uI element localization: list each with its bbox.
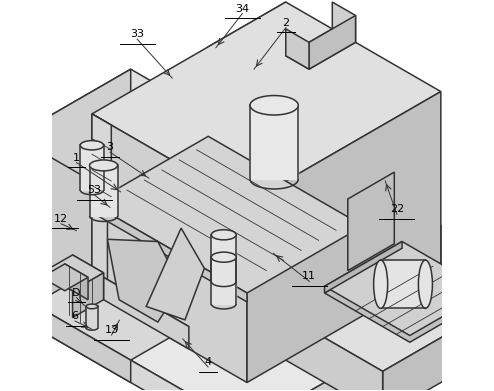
Polygon shape — [309, 16, 356, 69]
Polygon shape — [92, 114, 111, 215]
Ellipse shape — [89, 160, 118, 171]
Text: 4: 4 — [205, 357, 211, 367]
Ellipse shape — [211, 252, 236, 262]
Polygon shape — [211, 257, 236, 304]
Polygon shape — [73, 273, 104, 317]
Text: 53: 53 — [87, 185, 101, 195]
Polygon shape — [286, 316, 383, 391]
Polygon shape — [92, 2, 441, 203]
Polygon shape — [86, 307, 98, 328]
Polygon shape — [381, 260, 425, 308]
Polygon shape — [441, 226, 494, 326]
Text: 12: 12 — [54, 214, 68, 224]
Polygon shape — [211, 235, 236, 282]
Polygon shape — [92, 114, 247, 382]
Polygon shape — [14, 136, 92, 293]
Text: 6: 6 — [72, 311, 79, 321]
Polygon shape — [247, 91, 441, 382]
Text: 33: 33 — [130, 29, 144, 39]
Polygon shape — [92, 114, 107, 302]
Polygon shape — [286, 29, 356, 69]
Polygon shape — [325, 242, 402, 293]
Ellipse shape — [418, 260, 432, 308]
Polygon shape — [73, 259, 189, 349]
Polygon shape — [208, 47, 363, 316]
Ellipse shape — [211, 230, 236, 240]
Polygon shape — [92, 136, 363, 293]
Ellipse shape — [373, 260, 388, 308]
Text: 1: 1 — [73, 152, 80, 163]
Polygon shape — [89, 165, 118, 216]
Text: D: D — [72, 288, 81, 298]
Polygon shape — [107, 239, 181, 322]
Polygon shape — [250, 105, 298, 179]
Polygon shape — [14, 259, 189, 360]
Polygon shape — [286, 29, 309, 69]
Polygon shape — [14, 69, 208, 181]
Text: 2: 2 — [283, 18, 289, 27]
Polygon shape — [92, 203, 247, 302]
Polygon shape — [247, 293, 480, 391]
Polygon shape — [14, 69, 131, 248]
Polygon shape — [0, 136, 480, 391]
Polygon shape — [146, 228, 205, 320]
Polygon shape — [325, 242, 488, 335]
Ellipse shape — [86, 304, 98, 309]
Text: 34: 34 — [235, 4, 249, 14]
Polygon shape — [348, 172, 394, 271]
Polygon shape — [383, 282, 494, 391]
Ellipse shape — [250, 95, 298, 115]
Polygon shape — [0, 271, 247, 391]
Polygon shape — [73, 255, 104, 300]
Polygon shape — [41, 264, 88, 291]
Ellipse shape — [80, 141, 104, 150]
Polygon shape — [14, 293, 131, 382]
Polygon shape — [41, 255, 104, 291]
Text: 11: 11 — [302, 271, 316, 281]
Text: 13: 13 — [105, 325, 119, 335]
Polygon shape — [286, 226, 494, 371]
Text: 22: 22 — [390, 204, 404, 214]
Polygon shape — [80, 145, 104, 190]
Polygon shape — [325, 248, 488, 342]
Text: 3: 3 — [107, 142, 114, 152]
Polygon shape — [208, 2, 286, 226]
Polygon shape — [65, 264, 88, 300]
Polygon shape — [332, 2, 356, 42]
Polygon shape — [14, 259, 73, 316]
